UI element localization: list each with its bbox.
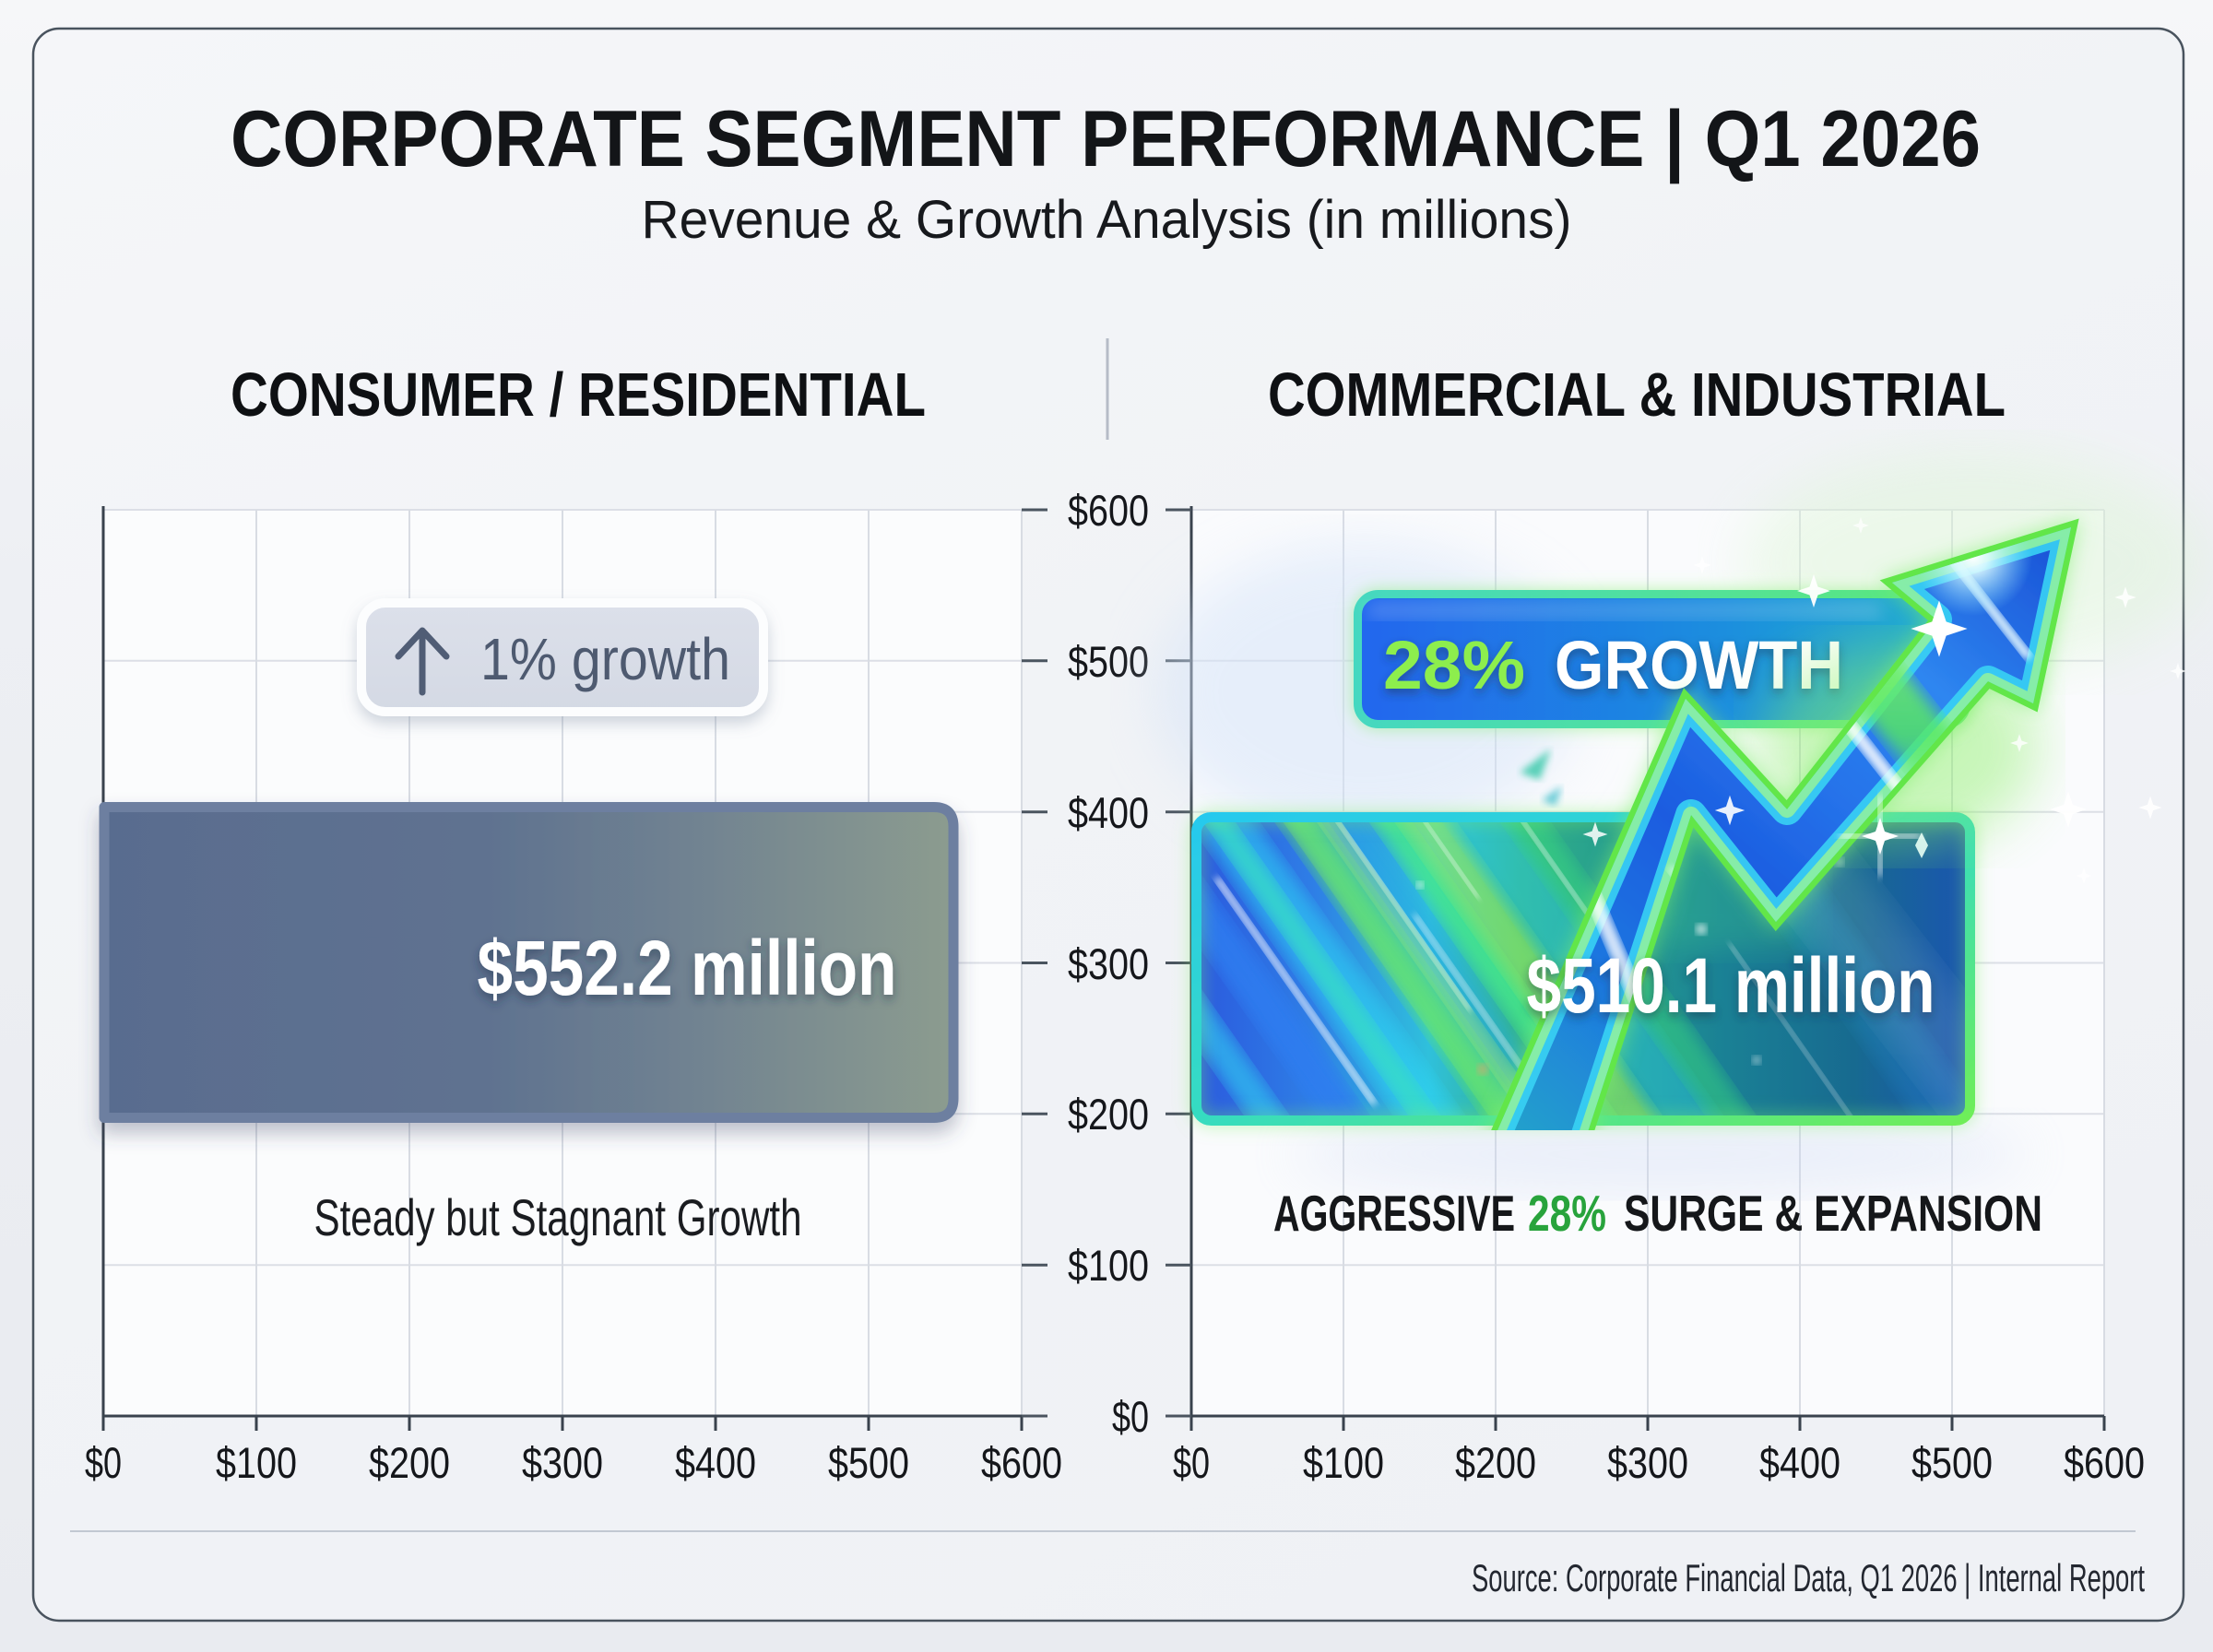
svg-text:$300: $300 [522,1438,603,1487]
svg-text:$100: $100 [1303,1438,1384,1487]
svg-text:$0: $0 [1112,1392,1149,1441]
svg-text:$100: $100 [216,1438,297,1487]
svg-text:$600: $600 [1068,486,1149,535]
svg-text:28%: 28% [1528,1185,1606,1242]
svg-text:$400: $400 [1759,1438,1840,1487]
svg-text:$400: $400 [1068,788,1149,837]
svg-text:$0: $0 [85,1438,122,1487]
svg-text:$0: $0 [1173,1438,1210,1487]
svg-text:Steady but Stagnant Growth: Steady but Stagnant Growth [314,1188,802,1246]
svg-text:$300: $300 [1607,1438,1688,1487]
svg-text:$100: $100 [1068,1241,1149,1290]
svg-text:$200: $200 [1455,1438,1536,1487]
svg-text:$500: $500 [1068,637,1149,686]
svg-text:$300: $300 [1068,939,1149,988]
svg-text:$200: $200 [369,1438,450,1487]
svg-text:AGGRESSIVE: AGGRESSIVE [1273,1185,1515,1242]
svg-text:SURGE & EXPANSION: SURGE & EXPANSION [1624,1185,2042,1242]
svg-text:28%: 28% [1383,627,1525,703]
svg-text:Revenue & Growth Analysis (in: Revenue & Growth Analysis (in millions) [642,190,1572,250]
svg-text:$500: $500 [828,1438,909,1487]
svg-text:1% growth: 1% growth [480,626,730,692]
svg-text:$500: $500 [1911,1438,1993,1487]
svg-text:$200: $200 [1068,1090,1149,1139]
svg-text:$510.1 million: $510.1 million [1527,942,1935,1029]
svg-text:COMMERCIAL & INDUSTRIAL: COMMERCIAL & INDUSTRIAL [1268,360,2006,430]
svg-text:CONSUMER / RESIDENTIAL: CONSUMER / RESIDENTIAL [231,360,926,430]
svg-text:$400: $400 [675,1438,756,1487]
svg-text:$552.2 million: $552.2 million [478,925,897,1011]
svg-text:CORPORATE SEGMENT PERFORMANCE: CORPORATE SEGMENT PERFORMANCE | Q1 2026 [231,95,1981,183]
svg-text:Source: Corporate Financial Da: Source: Corporate Financial Data, Q1 202… [1472,1556,2145,1599]
svg-text:$600: $600 [2064,1438,2145,1487]
svg-text:$600: $600 [981,1438,1062,1487]
